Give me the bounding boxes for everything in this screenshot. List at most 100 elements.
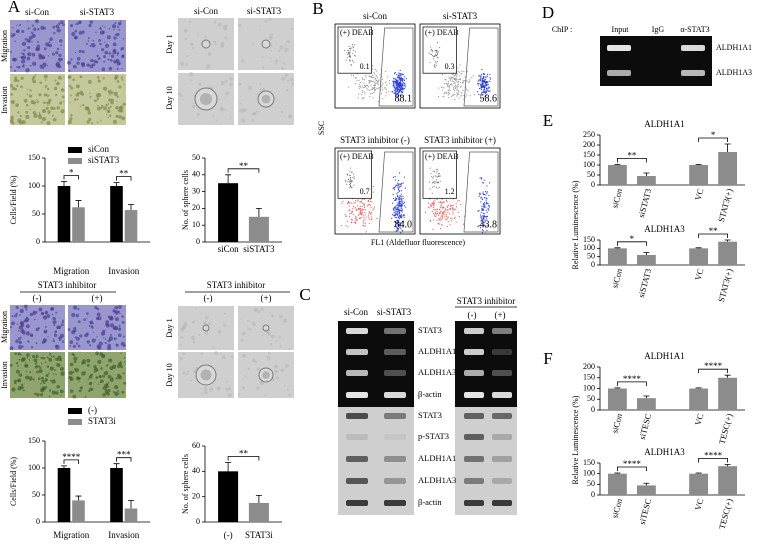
flow-dot [451,79,453,81]
flow-dot [395,82,397,85]
flow-dot [442,217,444,219]
photo-texture [55,24,60,29]
photo-texture [27,88,29,90]
photo-texture [39,393,44,397]
flow-dot [352,43,354,45]
flow-dot [480,75,482,77]
photo-texture [269,342,273,346]
error-bar [75,495,82,501]
photo-texture [45,106,49,110]
flow-dot [400,87,402,89]
significance: **** [704,451,723,461]
flow-dot [364,223,366,225]
flow-dot [345,215,347,217]
flow-dot [369,80,371,82]
flow-dot [486,211,488,213]
flow-dot [382,89,384,91]
photo-texture [119,105,124,110]
flow-dot [441,198,443,200]
photo-texture [86,340,90,344]
flow-dot [435,50,437,52]
y-tick-label: 100 [583,243,595,252]
photo-texture [87,111,91,115]
bar [72,500,85,522]
photo-texture [9,65,13,69]
flow-dot [394,92,396,94]
error-bar [643,482,650,486]
flow-dot [473,94,476,96]
photo-texture [209,387,214,392]
photo-texture [240,339,244,342]
flow-dot [404,187,407,189]
y-tick-label: 0 [591,180,595,189]
photo-texture [120,352,122,354]
flow-dot [485,81,487,83]
photo-texture [45,79,47,81]
flow-dot [404,83,406,85]
flow-dot [444,212,446,214]
photo-texture [282,61,286,65]
photo-texture [227,392,232,398]
bar [636,255,656,265]
photo-texture [22,55,27,60]
photo-texture [96,76,100,79]
photo-texture [62,23,65,27]
photo-texture [56,363,61,368]
photo-texture [89,20,93,24]
photo-texture [10,93,13,96]
flow-dot [397,92,399,95]
flow-dot [398,186,401,188]
photo-texture [103,370,109,376]
photo-texture [86,317,88,320]
photo-texture [73,305,78,310]
photo-texture [118,375,122,380]
photo-texture [180,61,185,66]
photo-texture [270,50,272,52]
photo-texture [54,330,58,333]
y-tick-label: 0 [36,237,40,246]
flow-dot [394,71,396,74]
error-bar [724,464,731,467]
photo-texture [251,118,255,122]
band [384,413,406,419]
flow-dot [451,76,453,79]
flow-dot [485,92,487,95]
flow-dot [399,222,401,225]
photo-texture [269,44,273,48]
y-tick-label: 100 [583,383,595,392]
flow-dot [449,77,452,79]
flow-dot [434,64,436,66]
flow-dot [377,76,379,78]
photo-texture [40,388,45,393]
flow-dot [431,203,433,205]
flow-dot [352,47,354,49]
flow-dot [488,182,491,184]
photo-texture [49,366,54,371]
photo-texture [9,84,13,88]
photo-texture [106,345,112,351]
flow-dot [463,94,465,96]
flow-dot [432,181,434,183]
photo-texture [48,45,50,47]
flow-dot [351,171,353,173]
flow-dot [439,219,441,222]
flow-dot [447,221,449,223]
flow-dot [401,220,404,223]
flow-dot [452,207,454,209]
photo-texture [114,76,118,80]
flow-dot [370,92,372,94]
flow-dot [398,72,400,74]
flow-dot [481,232,484,234]
bar [124,210,138,242]
flow-dot [373,81,376,84]
flow-dot [375,75,377,77]
flow-dot [397,75,399,77]
flow-dot [349,54,351,56]
label: si-Con [25,7,50,17]
legend-swatch [68,419,82,425]
photo-texture [270,33,274,37]
photo-texture [60,371,65,376]
photo-texture [33,358,38,363]
photo-texture [19,308,24,314]
photo-texture [241,386,245,389]
